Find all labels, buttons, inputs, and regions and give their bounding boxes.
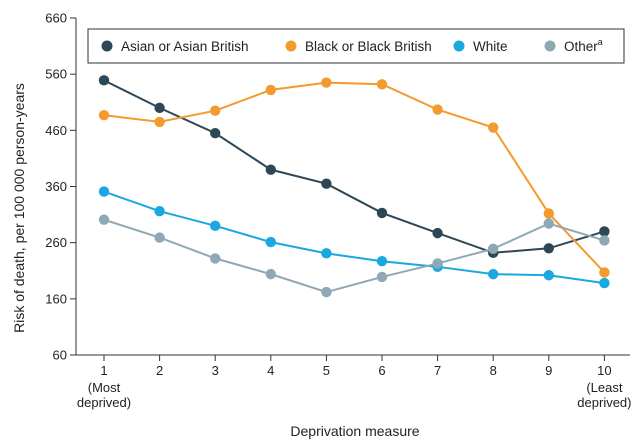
series-line [103, 79, 605, 254]
data-point [321, 178, 332, 189]
legend-item: White [453, 39, 508, 54]
x-tick-sublabel: deprived) [77, 395, 131, 410]
x-tick-label: 3 [212, 363, 219, 378]
legend-item: Othera [544, 37, 603, 54]
y-tick-label: 260 [45, 235, 67, 250]
x-tick-label: 8 [490, 363, 497, 378]
x-tick-sublabel: (Least [586, 380, 623, 395]
x-tick-label: 4 [267, 363, 274, 378]
data-point [154, 232, 165, 243]
x-tick-label: 9 [545, 363, 552, 378]
legend-marker [285, 40, 297, 52]
data-point [432, 104, 443, 115]
series-line [103, 81, 606, 274]
data-point [543, 243, 554, 254]
y-axis: 60 160 260 360 460 560 660 [45, 11, 77, 363]
data-point [265, 236, 276, 248]
legend: Asian or Asian British Black or Black Bri… [87, 28, 625, 64]
data-point [543, 218, 554, 229]
data-point [599, 235, 610, 246]
data-point [432, 258, 443, 269]
legend-label: Othera [564, 37, 603, 54]
legend-item: Asian or Asian British [101, 39, 249, 54]
data-point [154, 206, 165, 217]
data-point [599, 267, 610, 278]
data-point [265, 84, 276, 96]
data-point [599, 277, 610, 289]
x-tick-label: 6 [378, 363, 385, 378]
y-tick-label: 160 [45, 291, 67, 306]
data-point [321, 77, 332, 88]
x-tick-label: 10 [597, 363, 611, 378]
data-point [210, 105, 221, 116]
x-tick-sublabel: deprived) [577, 395, 631, 410]
x-tick-label: 2 [156, 363, 163, 378]
x-tick-label: 7 [434, 363, 441, 378]
data-point [432, 227, 443, 239]
series [98, 214, 610, 298]
data-point [376, 79, 388, 90]
data-point [599, 226, 610, 237]
y-tick-label: 360 [45, 179, 67, 194]
legend-label: White [473, 39, 508, 54]
legend-label: Black or Black British [305, 39, 432, 54]
y-tick-label: 60 [53, 348, 67, 363]
data-point [376, 207, 388, 219]
y-tick-label: 660 [45, 11, 67, 26]
legend-label: Asian or Asian British [121, 39, 249, 54]
y-tick-label: 560 [45, 67, 67, 82]
legend-box [87, 28, 625, 64]
data-point [265, 164, 276, 175]
data-point [98, 186, 110, 197]
legend-marker [453, 40, 465, 52]
series-layer [98, 75, 610, 298]
data-point [210, 253, 221, 264]
data-point [543, 208, 554, 219]
data-point [98, 75, 110, 86]
data-point [488, 122, 499, 133]
data-point [265, 268, 276, 280]
series [98, 75, 610, 258]
series-line [103, 218, 605, 294]
x-axis-title: Deprivation measure [290, 423, 419, 439]
series-line [103, 190, 605, 285]
legend-superscript: a [598, 37, 603, 47]
data-point [98, 214, 110, 225]
series [98, 186, 610, 289]
data-point [154, 102, 165, 114]
legend-marker [101, 40, 113, 52]
legend-marker [544, 40, 556, 52]
data-point [98, 109, 110, 121]
data-point [321, 286, 332, 298]
data-point [376, 271, 388, 283]
data-point [488, 268, 499, 280]
data-point [488, 243, 499, 255]
x-tick-sublabel: (Most [88, 380, 121, 395]
legend-item: Black or Black British [285, 39, 432, 54]
data-point [543, 270, 554, 281]
x-tick-label: 1 [100, 363, 107, 378]
y-axis-title: Risk of death, per 100 000 person-years [11, 83, 27, 333]
data-point [210, 127, 221, 139]
data-point [376, 256, 388, 267]
y-tick-label: 460 [45, 123, 67, 138]
x-tick-label: 5 [323, 363, 330, 378]
data-point [321, 248, 332, 259]
data-point [154, 116, 165, 128]
data-point [210, 220, 221, 232]
series [98, 77, 610, 278]
